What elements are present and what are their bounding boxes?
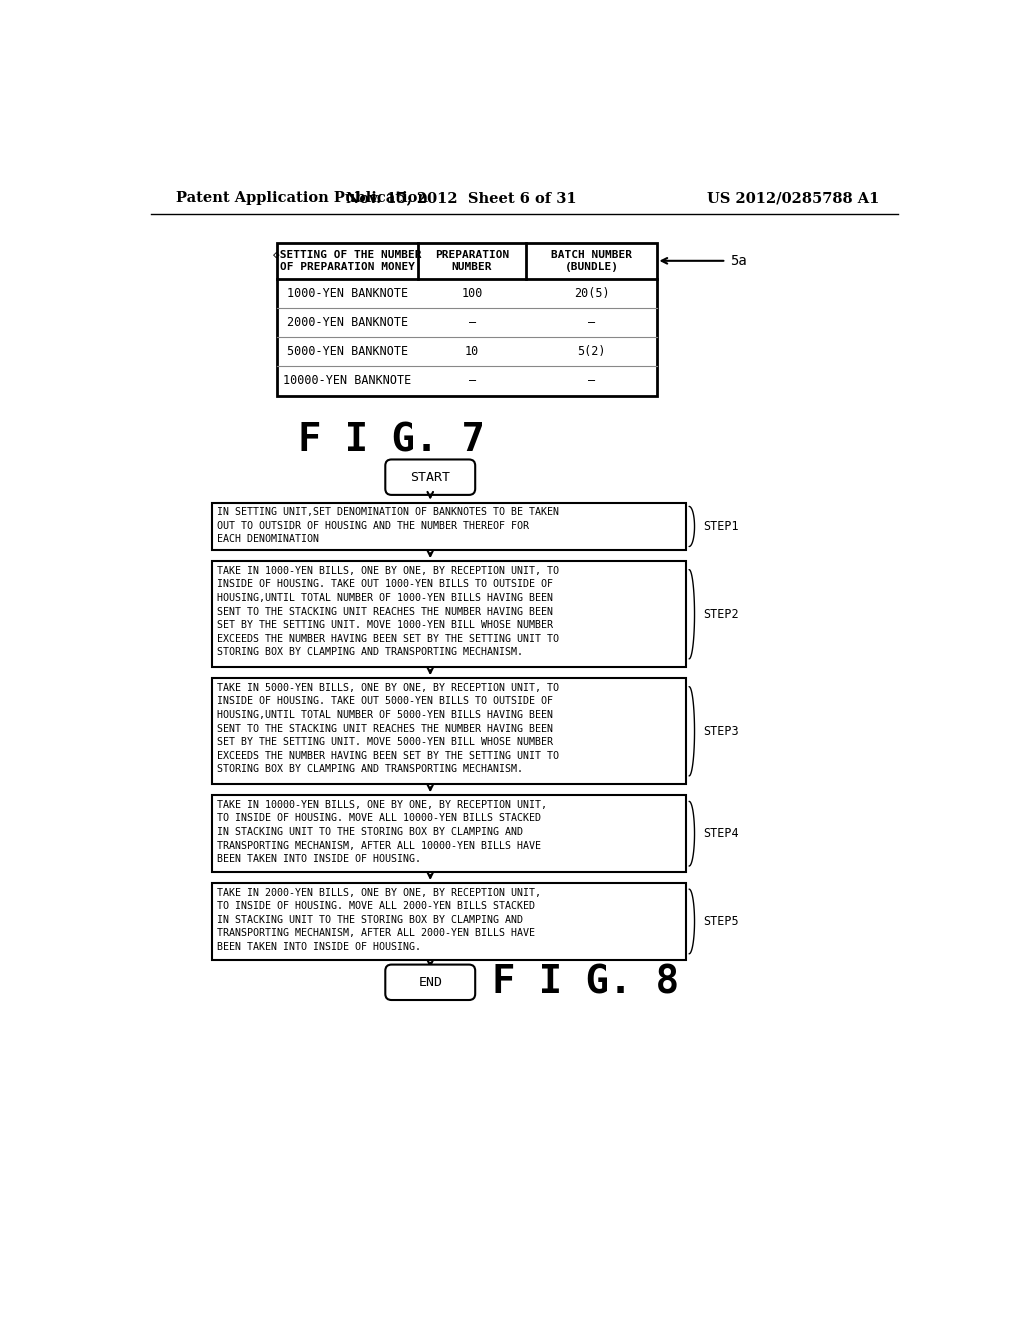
Text: IN SETTING UNIT,SET DENOMINATION OF BANKNOTES TO BE TAKEN
OUT TO OUTSIDR OF HOUS: IN SETTING UNIT,SET DENOMINATION OF BANK… xyxy=(217,507,559,544)
Text: STEP4: STEP4 xyxy=(703,828,738,841)
Text: START: START xyxy=(411,471,451,483)
Bar xyxy=(212,883,686,960)
FancyBboxPatch shape xyxy=(385,965,475,1001)
Text: Patent Application Publication: Patent Application Publication xyxy=(176,191,428,206)
Text: STEP3: STEP3 xyxy=(703,725,738,738)
Text: –: – xyxy=(469,375,476,388)
Text: PREPARATION
NUMBER: PREPARATION NUMBER xyxy=(435,249,509,272)
FancyBboxPatch shape xyxy=(385,459,475,495)
Text: 2000-YEN BANKNOTE: 2000-YEN BANKNOTE xyxy=(287,315,408,329)
Text: 5a: 5a xyxy=(730,253,746,268)
Bar xyxy=(212,561,686,668)
Text: 20(5): 20(5) xyxy=(573,286,609,300)
Text: STEP5: STEP5 xyxy=(703,915,738,928)
Text: BATCH NUMBER
(BUNDLE): BATCH NUMBER (BUNDLE) xyxy=(551,249,632,272)
Text: F I G. 7: F I G. 7 xyxy=(298,421,485,459)
Text: –: – xyxy=(588,315,595,329)
Text: END: END xyxy=(418,975,442,989)
Text: 5000-YEN BANKNOTE: 5000-YEN BANKNOTE xyxy=(287,345,408,358)
Text: –: – xyxy=(469,315,476,329)
Text: TAKE IN 1000-YEN BILLS, ONE BY ONE, BY RECEPTION UNIT, TO
INSIDE OF HOUSING. TAK: TAKE IN 1000-YEN BILLS, ONE BY ONE, BY R… xyxy=(217,566,559,657)
Text: TAKE IN 2000-YEN BILLS, ONE BY ONE, BY RECEPTION UNIT,
TO INSIDE OF HOUSING. MOV: TAKE IN 2000-YEN BILLS, ONE BY ONE, BY R… xyxy=(217,887,541,952)
Text: TAKE IN 10000-YEN BILLS, ONE BY ONE, BY RECEPTION UNIT,
TO INSIDE OF HOUSING. MO: TAKE IN 10000-YEN BILLS, ONE BY ONE, BY … xyxy=(217,800,547,865)
Text: 100: 100 xyxy=(462,286,482,300)
Text: Nov. 15, 2012  Sheet 6 of 31: Nov. 15, 2012 Sheet 6 of 31 xyxy=(346,191,577,206)
Bar xyxy=(212,795,686,873)
Text: US 2012/0285788 A1: US 2012/0285788 A1 xyxy=(708,191,880,206)
Bar xyxy=(212,503,686,550)
Text: –: – xyxy=(588,375,595,388)
Text: 1000-YEN BANKNOTE: 1000-YEN BANKNOTE xyxy=(287,286,408,300)
Text: F I G. 8: F I G. 8 xyxy=(492,964,679,1002)
Bar xyxy=(212,678,686,784)
Bar xyxy=(276,243,656,396)
Text: STEP2: STEP2 xyxy=(703,607,738,620)
Text: TAKE IN 5000-YEN BILLS, ONE BY ONE, BY RECEPTION UNIT, TO
INSIDE OF HOUSING. TAK: TAKE IN 5000-YEN BILLS, ONE BY ONE, BY R… xyxy=(217,682,559,775)
Text: STEP1: STEP1 xyxy=(703,520,738,533)
Text: 10: 10 xyxy=(465,345,479,358)
Text: 5(2): 5(2) xyxy=(578,345,606,358)
Text: 10000-YEN BANKNOTE: 10000-YEN BANKNOTE xyxy=(284,375,412,388)
Text: ◇SETTING OF THE NUMBER
OF PREPARATION MONEY: ◇SETTING OF THE NUMBER OF PREPARATION MO… xyxy=(273,249,422,272)
